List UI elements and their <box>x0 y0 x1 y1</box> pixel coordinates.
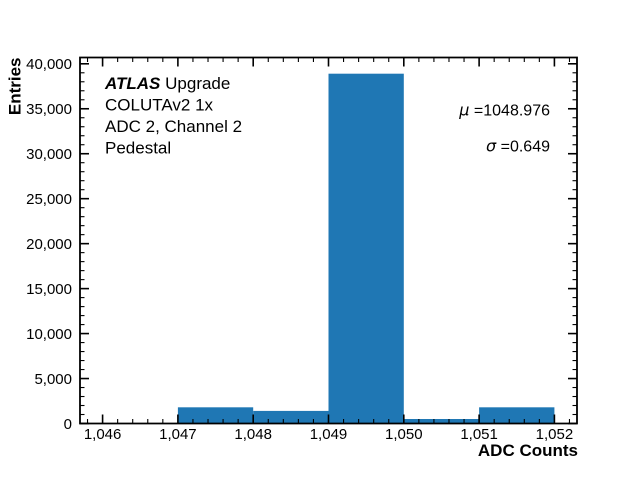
y-tick-label: 20,000 <box>26 236 72 253</box>
x-tick-label: 1,049 <box>310 426 348 443</box>
histogram-bar <box>328 73 404 424</box>
x-tick-label: 1,051 <box>460 426 498 443</box>
sigma-stat: σ =0.649 <box>486 137 550 156</box>
histogram-bar <box>177 407 254 424</box>
x-tick-label: 1,046 <box>84 426 122 443</box>
mu-stat: μ =1048.976 <box>458 101 550 120</box>
y-axis-label: Entries <box>6 58 25 116</box>
y-tick-label: 5,000 <box>34 371 72 388</box>
mu-value: =1048.976 <box>469 103 550 120</box>
y-tick-label: 25,000 <box>26 191 72 208</box>
y-tick-label: 10,000 <box>26 326 72 343</box>
histogram-bars <box>177 73 555 424</box>
y-tick-label: 15,000 <box>26 281 72 298</box>
plot-frame <box>79 56 578 425</box>
annotation-line-channel: ADC 2, Channel 2 <box>105 117 242 136</box>
x-tick-label: 1,047 <box>159 426 197 443</box>
sigma-symbol: σ <box>486 137 497 156</box>
atlas-label: ATLAS <box>104 74 161 93</box>
x-tick-label: 1,050 <box>385 426 423 443</box>
x-tick-label: 1,048 <box>234 426 272 443</box>
y-tick-label: 30,000 <box>26 146 72 163</box>
axis-spines <box>79 56 578 425</box>
annotation-line-atlas: ATLAS Upgrade <box>104 74 230 93</box>
upgrade-label: Upgrade <box>160 74 230 93</box>
y-tick-label: 0 <box>64 416 72 433</box>
y-tick-label: 40,000 <box>26 56 72 73</box>
histogram-bar <box>479 407 555 424</box>
histogram-bar <box>253 410 329 424</box>
annotation-line-pedestal: Pedestal <box>105 139 171 158</box>
annotation-line-chip: COLUTAv2 1x <box>105 96 214 115</box>
sigma-value: =0.649 <box>496 139 550 156</box>
y-tick-label: 35,000 <box>26 101 72 118</box>
axis-tick-labels: 1,046 1,047 1,048 1,049 1,050 1,051 1,052 0 5,00… <box>26 56 573 443</box>
x-axis-label: ADC Counts <box>478 441 578 460</box>
mu-symbol: μ <box>458 101 469 120</box>
x-tick-label: 1,052 <box>536 426 574 443</box>
histogram-bar <box>403 419 480 424</box>
